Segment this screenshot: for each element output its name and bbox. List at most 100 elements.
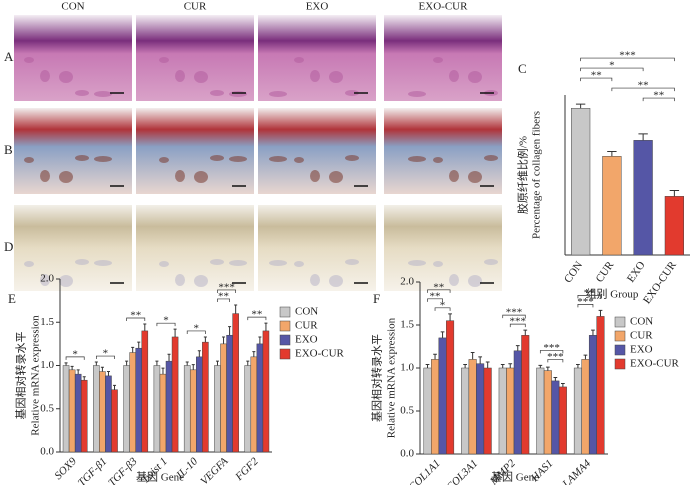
error-bar [576, 364, 580, 368]
error-bar [76, 369, 80, 375]
tissue-feature [59, 275, 73, 287]
column-label: EXO [306, 1, 329, 13]
significance-label: ** [218, 290, 229, 302]
y-tick-label: 0.5 [400, 405, 414, 417]
panel-label: A [4, 49, 14, 64]
significance-bracket [577, 295, 601, 299]
bar [165, 360, 173, 453]
significance-bracket [126, 317, 146, 321]
significance-bracket [65, 356, 85, 360]
bar [220, 343, 227, 453]
tissue-feature [94, 91, 112, 97]
significance-label: ** [584, 287, 595, 299]
error-bar [669, 189, 680, 197]
bar [664, 196, 684, 256]
x-tick-label: SOX9 [52, 455, 79, 482]
bar [438, 337, 447, 455]
significance-label: * [609, 60, 615, 72]
significance-bracket [427, 298, 443, 302]
significance-bracket [611, 87, 675, 92]
significance-label: ** [653, 90, 664, 102]
bar [214, 365, 221, 453]
significance-label: *** [218, 281, 235, 293]
bar [483, 367, 492, 455]
tissue-feature [310, 274, 320, 286]
legend-swatch [614, 344, 626, 356]
y-tick-label: 2.0 [40, 273, 54, 285]
tissue-feature [269, 260, 287, 266]
legend-label: EXO-CUR [295, 348, 345, 360]
bar [498, 367, 507, 455]
micrograph [14, 205, 132, 291]
tissue-feature [194, 171, 208, 183]
bar [633, 140, 653, 256]
error-bar [94, 361, 98, 366]
error-bar [607, 151, 617, 157]
y-axis-label: 基因相对转录水平 [14, 332, 28, 420]
error-bar [500, 364, 505, 368]
panel-label: B [4, 142, 13, 157]
bar [461, 367, 470, 455]
bar [99, 371, 106, 453]
bar [423, 367, 432, 455]
panel-label: E [8, 291, 16, 306]
tissue-feature [468, 71, 482, 83]
micrograph [384, 15, 502, 101]
tissue-feature [175, 170, 185, 182]
panel-label: D [4, 239, 13, 254]
micrograph [14, 108, 132, 194]
tissue-feature [449, 274, 459, 286]
column-label: CON [61, 1, 84, 13]
bar [183, 365, 191, 453]
micrograph [136, 205, 254, 291]
micrograph [384, 205, 502, 291]
bar [196, 356, 203, 453]
tissue-feature [229, 156, 247, 162]
error-bar [113, 384, 117, 390]
micrograph [14, 15, 132, 101]
tissue-feature [294, 261, 304, 267]
legend-swatch [279, 348, 291, 360]
significance-label: * [440, 299, 446, 311]
bar [226, 334, 233, 453]
tissue-feature [210, 90, 224, 96]
legend-label: CUR [630, 330, 653, 342]
error-bar [553, 376, 558, 381]
column-label: CUR [184, 1, 207, 13]
error-bar [545, 366, 550, 371]
bar [573, 367, 582, 455]
error-bar [561, 382, 565, 387]
significance-bracket [580, 57, 675, 62]
bar [202, 341, 209, 453]
significance-label: *** [543, 342, 560, 354]
significance-bracket [156, 322, 176, 327]
tissue-feature [210, 259, 224, 265]
significance-label: *** [510, 316, 527, 328]
x-tick-label: EXO [625, 259, 648, 284]
error-bar [234, 304, 238, 314]
bar [68, 369, 76, 453]
x-axis-label: 基因 Gene [136, 471, 184, 484]
significance-label: ** [251, 309, 262, 321]
tissue-feature [40, 170, 50, 182]
bar [588, 335, 597, 455]
panel-label: C [518, 61, 527, 76]
tissue-feature [484, 155, 498, 161]
legend-swatch [614, 358, 626, 370]
significance-bracket [217, 298, 230, 302]
tissue-feature [194, 71, 208, 83]
micrograph [136, 15, 254, 101]
bar [244, 365, 252, 453]
legend-label: CON [295, 306, 318, 318]
y-tick-label: 2.0 [400, 276, 414, 288]
tissue-feature [159, 157, 169, 163]
significance-bracket [427, 289, 451, 293]
bar [159, 373, 167, 453]
bar [536, 367, 545, 455]
tissue-feature [40, 70, 50, 82]
legend-swatch [614, 316, 626, 328]
tissue-feature [408, 260, 426, 266]
tissue-feature [59, 171, 73, 183]
significance-label: ** [130, 310, 141, 322]
y-axis-label: Relative mRNA expression [30, 315, 42, 436]
